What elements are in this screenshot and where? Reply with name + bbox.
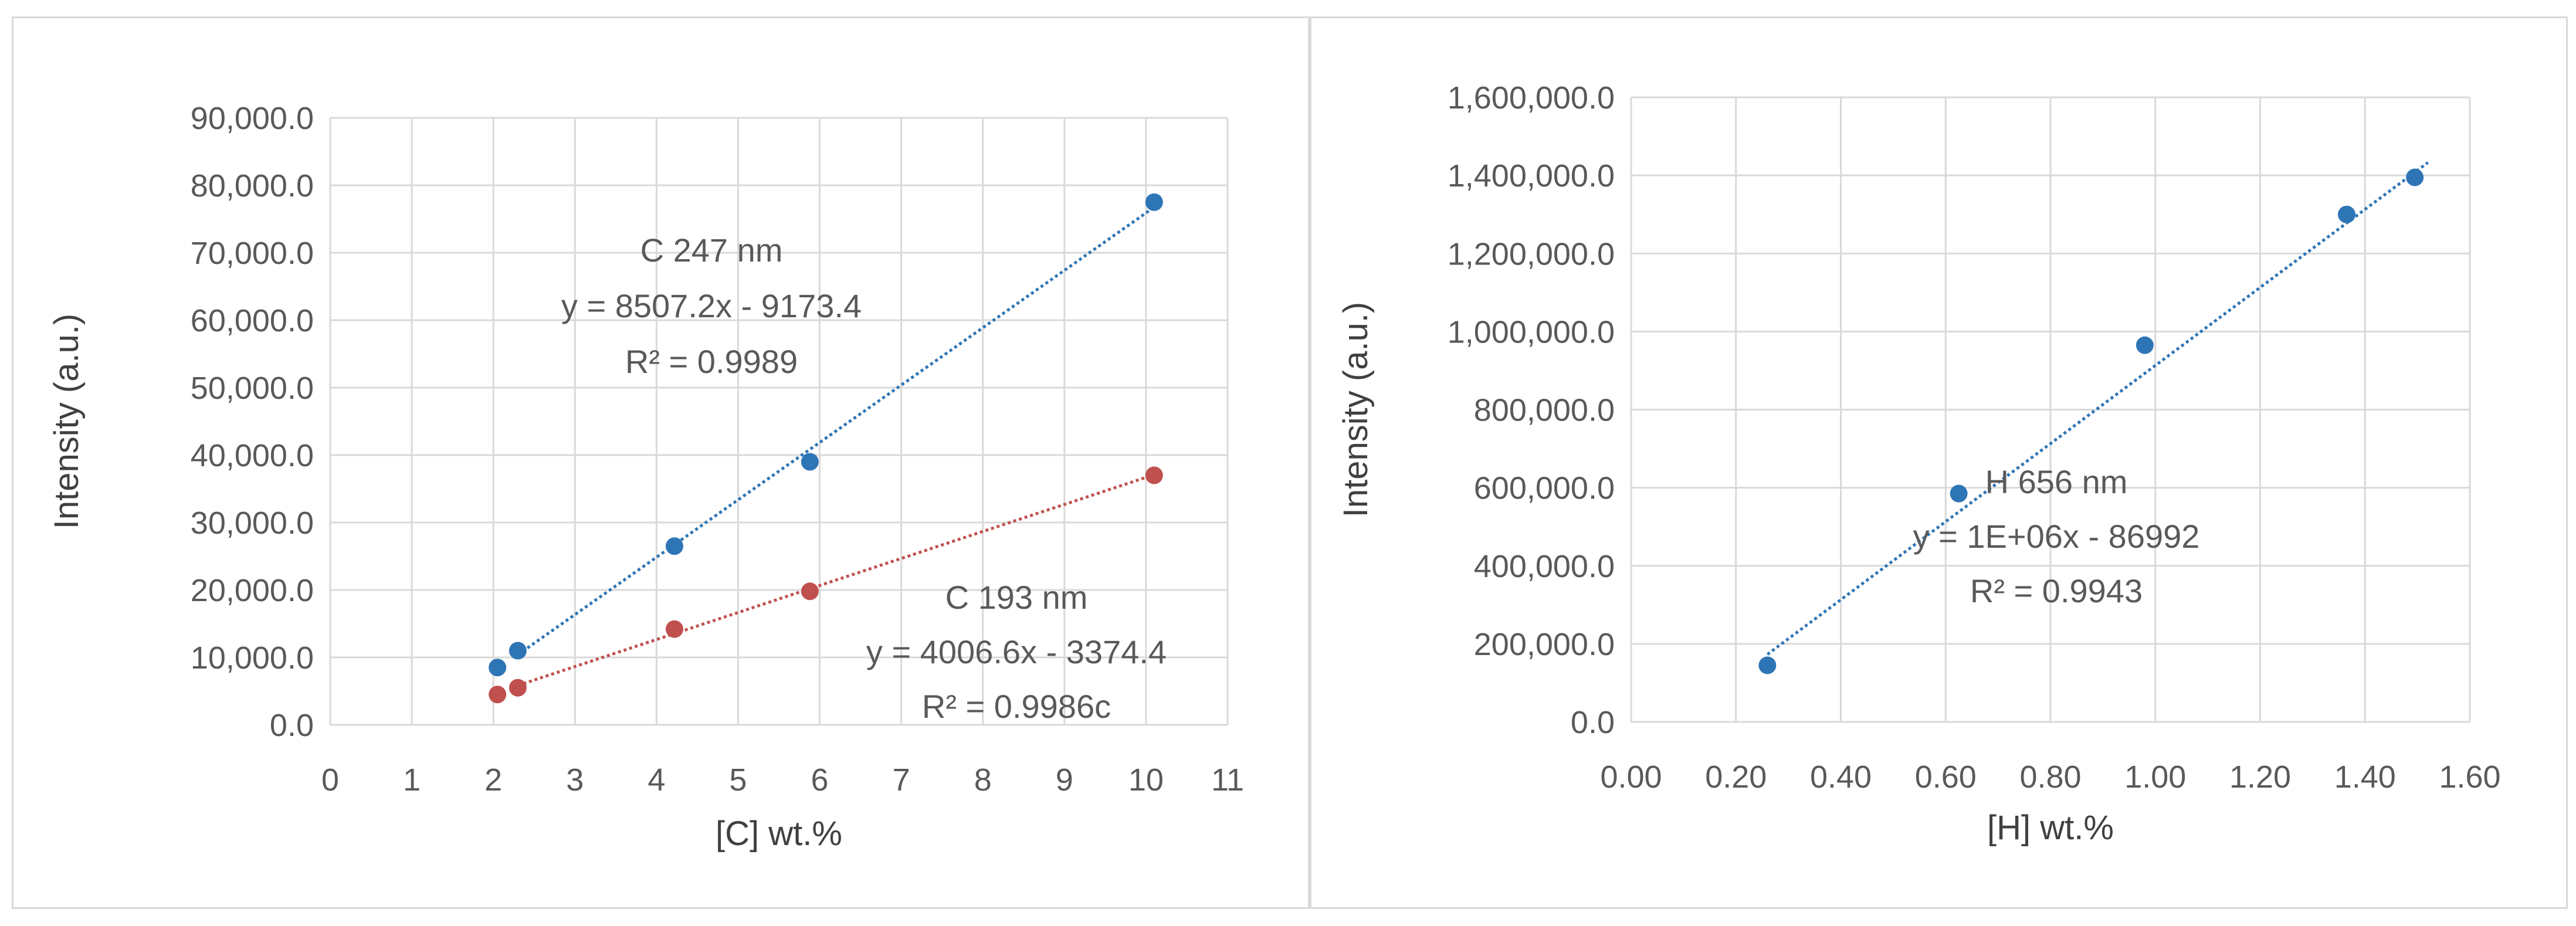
data-point-series-1 <box>489 659 507 677</box>
y-tick-label: 1,400,000.0 <box>1448 158 1615 194</box>
y-tick-label: 1,600,000.0 <box>1448 80 1615 116</box>
data-point-series-1 <box>801 453 819 471</box>
y-tick-label: 1,000,000.0 <box>1448 314 1615 350</box>
x-tick-label: 2 <box>484 762 502 798</box>
x-tick-label: 4 <box>648 762 665 798</box>
y-tick-label: 10,000.0 <box>191 640 314 676</box>
x-tick-label: 8 <box>974 762 992 798</box>
x-tick-label: 5 <box>729 762 747 798</box>
data-point-series-1 <box>2136 336 2154 354</box>
y-tick-label: 30,000.0 <box>191 506 314 541</box>
y-tick-label: 20,000.0 <box>191 573 314 608</box>
x-tick-label: 1.00 <box>2124 759 2186 795</box>
x-tick-label: 10 <box>1128 762 1164 798</box>
trendline-series-2 <box>517 473 1155 687</box>
y-tick-label: 0.0 <box>1571 705 1615 740</box>
data-point-series-1 <box>1145 193 1163 211</box>
hydrogen-calibration-chart: 0.00 0.20 0.40 0.60 0.80 1.00 1.20 1.40 1.60 0.0 2… <box>1337 80 2501 847</box>
x-tick-label: 3 <box>566 762 584 798</box>
x-tick-label: 1 <box>403 762 421 798</box>
y-tick-label: 400,000.0 <box>1474 549 1615 584</box>
y-tick-label: 90,000.0 <box>191 101 314 136</box>
trendline-annotation-line: C 193 nm <box>945 579 1088 616</box>
y-tick-label: 70,000.0 <box>191 236 314 271</box>
y-tick-label: 1,200,000.0 <box>1448 236 1615 272</box>
data-point-series-1 <box>2337 205 2355 223</box>
data-point-series-2 <box>665 620 683 638</box>
x-tick-label: 11 <box>1211 762 1244 798</box>
x-tick-label: 0.20 <box>1705 759 1767 795</box>
x-tick-label: 0 <box>321 762 339 798</box>
carbon-calibration-chart: 0 1 2 3 4 5 6 7 8 9 10 11 0.0 10,000.0 20,000.0 30,000.… <box>48 101 1244 853</box>
trendline-series-1 <box>517 206 1155 656</box>
y-tick-label: 0.0 <box>270 708 314 743</box>
y-tick-label: 40,000.0 <box>191 438 314 473</box>
y-axis-title: Intensity (a.u.) <box>48 314 86 529</box>
x-axis-title: [H] wt.% <box>1987 809 2114 847</box>
y-tick-label: 200,000.0 <box>1474 627 1615 662</box>
y-tick-label: 80,000.0 <box>191 168 314 203</box>
data-point-series-2 <box>1145 466 1163 484</box>
x-tick-label: 0.80 <box>2019 759 2081 795</box>
x-axis-title: [C] wt.% <box>716 815 842 853</box>
data-point-series-1 <box>2406 168 2424 186</box>
trendline-annotation-line: R² = 0.9989 <box>625 343 798 380</box>
trendline-series-1 <box>1766 161 2429 656</box>
x-tick-label: 7 <box>893 762 910 798</box>
trendline-annotation-line: y = 4006.6x - 3374.4 <box>866 633 1167 670</box>
trendline-annotation-line: y = 1E+06x - 86992 <box>1913 518 2200 555</box>
carbon-chart-panel: 0 1 2 3 4 5 6 7 8 9 10 11 0.0 10,000.0 20,000.0 30,000.… <box>12 16 1310 909</box>
x-tick-label: 1.40 <box>2334 759 2396 795</box>
x-tick-label: 1.60 <box>2439 759 2500 795</box>
data-point-series-1 <box>665 537 683 555</box>
hydrogen-chart-panel: 0.00 0.20 0.40 0.60 0.80 1.00 1.20 1.40 1.60 0.0 2… <box>1310 16 2568 909</box>
trendline-annotation-line: y = 8507.2x - 9173.4 <box>561 287 862 324</box>
data-point-series-2 <box>489 686 507 704</box>
x-tick-label: 6 <box>811 762 829 798</box>
x-tick-label: 0.00 <box>1600 759 1662 795</box>
trendline-annotation-line: R² = 0.9986c <box>922 688 1111 725</box>
trendline-annotation-line: C 247 nm <box>640 232 783 269</box>
x-tick-label: 0.60 <box>1915 759 1977 795</box>
y-tick-label: 50,000.0 <box>191 371 314 406</box>
x-tick-label: 1.20 <box>2229 759 2291 795</box>
y-tick-label: 600,000.0 <box>1474 471 1615 506</box>
data-point-series-2 <box>509 679 527 697</box>
y-axis-title: Intensity (a.u.) <box>1337 302 1375 517</box>
trendline-annotation-line: R² = 0.9943 <box>1970 572 2143 609</box>
trendline-annotation-line: H 656 nm <box>1985 463 2128 500</box>
data-point-series-1 <box>1758 656 1777 674</box>
x-tick-label: 0.40 <box>1810 759 1872 795</box>
data-point-series-1 <box>1950 484 1968 503</box>
x-tick-label: 9 <box>1056 762 1073 798</box>
data-point-series-1 <box>509 642 527 660</box>
y-tick-label: 800,000.0 <box>1474 393 1615 428</box>
y-tick-label: 60,000.0 <box>191 303 314 338</box>
data-point-series-2 <box>801 582 819 601</box>
